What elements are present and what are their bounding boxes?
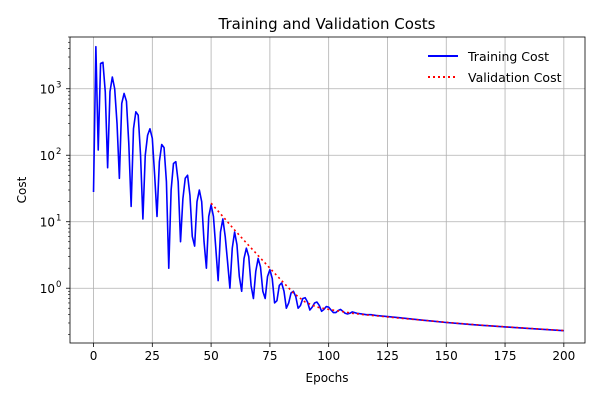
x-tick-label: 125: [376, 349, 399, 363]
y-tick-exponent: 2: [56, 147, 61, 157]
x-tick-label: 200: [552, 349, 575, 363]
legend: Training Cost Validation Cost: [428, 49, 562, 85]
x-tick-label: 50: [203, 349, 218, 363]
x-axis-label: Epochs: [306, 371, 349, 385]
legend-label-validation: Validation Cost: [468, 70, 562, 85]
y-tick-exponent: 0: [56, 280, 61, 290]
x-axis-ticks: 0 25 50 75 100 125 150 175 200: [90, 343, 575, 363]
series-line-training: [92, 45, 564, 332]
x-tick-label: 150: [435, 349, 458, 363]
y-tick-label: 10: [40, 149, 55, 163]
y-tick-exponent: 1: [56, 214, 61, 224]
y-tick-exponent: 3: [56, 81, 61, 91]
chart-title: Training and Validation Costs: [218, 15, 436, 33]
grid-lines: [70, 37, 585, 343]
x-tick-label: 25: [145, 349, 160, 363]
y-tick-label: 10: [40, 216, 55, 230]
y-tick-label: 10: [40, 282, 55, 296]
y-tick-label: 10: [40, 83, 55, 97]
x-tick-label: 75: [262, 349, 277, 363]
x-tick-label: 175: [494, 349, 517, 363]
y-axis-label: Cost: [15, 176, 29, 203]
x-tick-label: 100: [317, 349, 340, 363]
legend-label-training: Training Cost: [467, 49, 549, 64]
series-lines: [92, 45, 564, 332]
x-tick-label: 0: [90, 349, 98, 363]
